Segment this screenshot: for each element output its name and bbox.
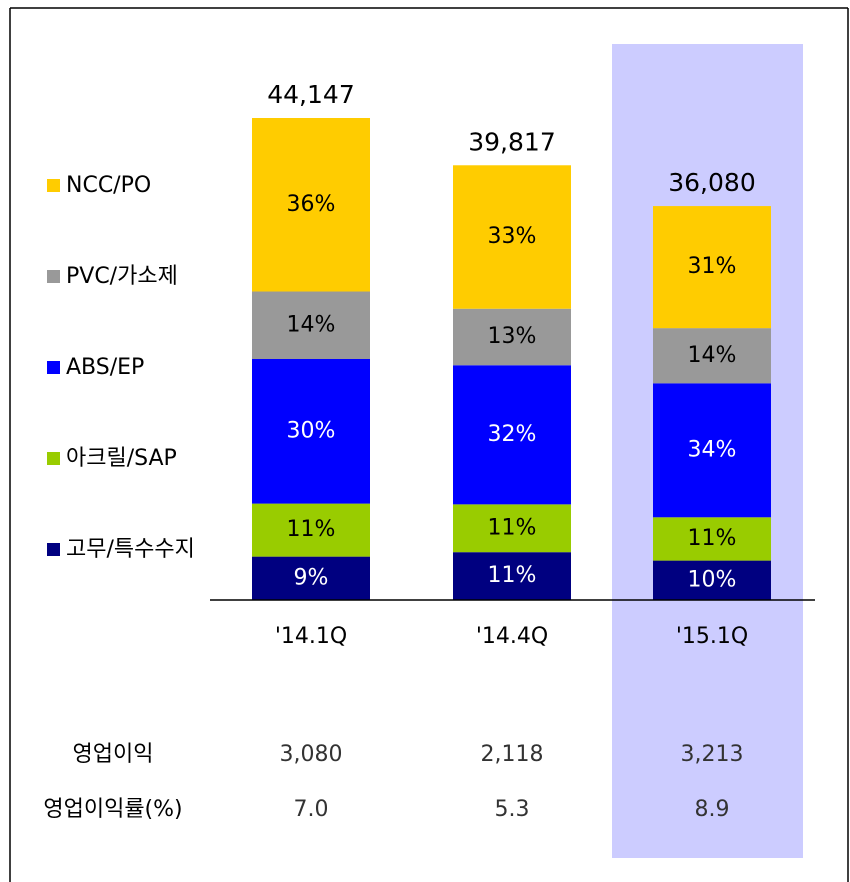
bar-segment [252, 291, 370, 359]
row-label: 영업이익률(%) [43, 797, 182, 822]
value-label: 11% [488, 515, 537, 540]
bar-segment [252, 503, 370, 557]
bar-segment [653, 560, 771, 600]
bar-segment [453, 552, 571, 600]
value-label: 13% [488, 324, 537, 349]
bar-segment [453, 308, 571, 366]
bar-segment [453, 165, 571, 309]
bar-segment [252, 556, 370, 600]
row-value: 3,080 [280, 742, 343, 767]
bar-segment [453, 504, 571, 553]
value-label: 9% [294, 565, 329, 590]
legend-swatch [47, 270, 60, 283]
value-label: 36% [287, 192, 336, 217]
legend-swatch [47, 452, 60, 465]
legend-label: 고무/특수수지 [66, 537, 195, 562]
legend-label: 아크릴/SAP [66, 446, 177, 471]
row-value: 2,118 [481, 742, 544, 767]
total-label: 36,080 [668, 168, 755, 197]
total-label: 44,147 [267, 80, 354, 109]
row-label: 영업이익 [73, 742, 154, 767]
legend-swatch [47, 361, 60, 374]
value-label: 11% [688, 526, 737, 551]
value-label: 10% [688, 567, 737, 592]
row-value: 3,213 [681, 742, 744, 767]
value-label: 31% [688, 254, 737, 279]
bar-segment [252, 118, 370, 292]
x-tick-label: '14.4Q [476, 624, 548, 649]
x-tick-label: '15.1Q [676, 624, 748, 649]
legend-swatch [47, 543, 60, 556]
value-label: 11% [488, 563, 537, 588]
legend-label: NCC/PO [66, 173, 151, 198]
value-label: 11% [287, 517, 336, 542]
row-value: 5.3 [495, 797, 530, 822]
value-label: 34% [688, 437, 737, 462]
bar-segment [453, 365, 571, 505]
legend-label: ABS/EP [66, 355, 144, 380]
value-label: 14% [287, 312, 336, 337]
value-label: 14% [688, 343, 737, 368]
row-value: 8.9 [695, 797, 730, 822]
x-tick-label: '14.1Q [275, 624, 347, 649]
bar-segment [653, 206, 771, 329]
value-label: 32% [488, 422, 537, 447]
value-label: 30% [287, 418, 336, 443]
row-value: 7.0 [294, 797, 329, 822]
legend-label: PVC/가소제 [66, 264, 178, 289]
bar-segment [653, 517, 771, 561]
total-label: 39,817 [468, 127, 555, 156]
value-label: 33% [488, 224, 537, 249]
bar-segment [653, 328, 771, 384]
legend-swatch [47, 179, 60, 192]
bar-segment [252, 359, 370, 504]
bar-segment [653, 383, 771, 518]
